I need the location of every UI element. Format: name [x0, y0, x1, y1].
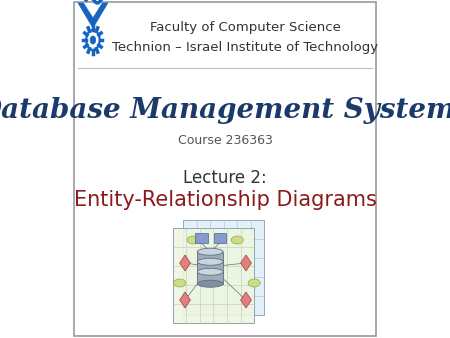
- Bar: [198, 262, 223, 274]
- Ellipse shape: [198, 258, 223, 265]
- Ellipse shape: [248, 279, 260, 287]
- Circle shape: [90, 36, 96, 44]
- Bar: [214, 233, 226, 243]
- Text: Technion – Israel Institute of Technology: Technion – Israel Institute of Technolog…: [112, 42, 378, 54]
- Ellipse shape: [174, 279, 186, 287]
- Polygon shape: [241, 292, 252, 308]
- Bar: [183, 220, 264, 315]
- Bar: [198, 272, 223, 284]
- Bar: [198, 252, 223, 264]
- Polygon shape: [180, 255, 190, 271]
- Ellipse shape: [198, 280, 223, 287]
- Ellipse shape: [231, 236, 243, 244]
- Text: Database Management Systems: Database Management Systems: [0, 97, 450, 123]
- Text: Lecture 2:: Lecture 2:: [183, 169, 267, 187]
- Ellipse shape: [198, 268, 223, 275]
- Ellipse shape: [198, 260, 223, 267]
- Ellipse shape: [198, 248, 223, 255]
- Text: Course 236363: Course 236363: [178, 134, 272, 146]
- Ellipse shape: [187, 236, 199, 244]
- Bar: [173, 228, 254, 323]
- Bar: [195, 233, 207, 243]
- Polygon shape: [180, 292, 190, 308]
- Polygon shape: [241, 255, 252, 271]
- Polygon shape: [78, 3, 108, 28]
- Text: Entity-Relationship Diagrams: Entity-Relationship Diagrams: [73, 190, 377, 210]
- Ellipse shape: [198, 270, 223, 277]
- Text: Faculty of Computer Science: Faculty of Computer Science: [150, 22, 341, 34]
